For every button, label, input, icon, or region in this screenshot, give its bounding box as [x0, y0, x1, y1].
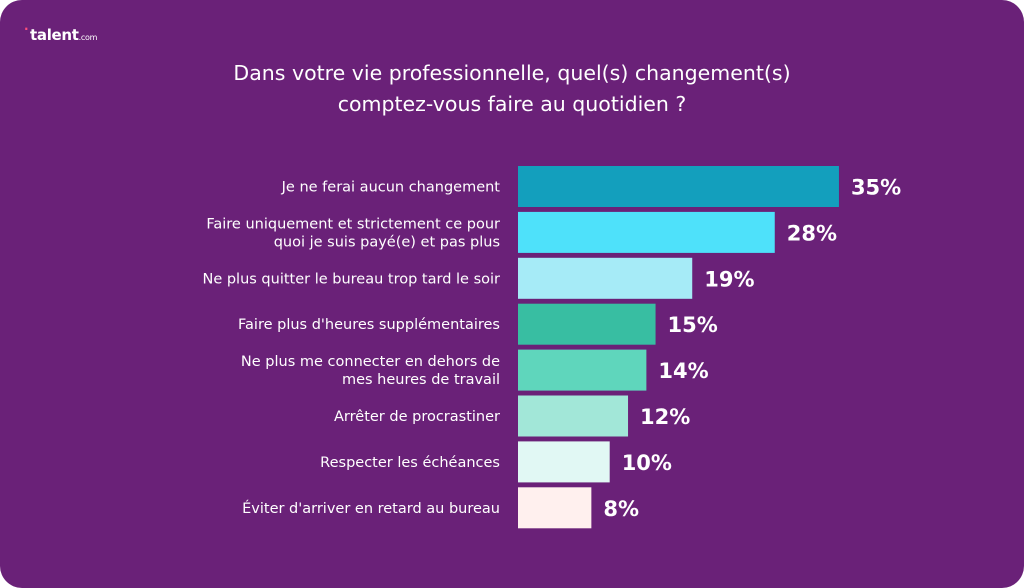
category-label-5-line-2: mes heures de travail [342, 372, 500, 388]
bar-8 [518, 487, 592, 529]
value-label-1: 35% [851, 176, 901, 200]
category-label-5-line-1: Ne plus me connecter en dehors de [241, 354, 500, 370]
category-label-7: Respecter les échéances [320, 455, 500, 471]
logo-suffix: .com [78, 33, 98, 42]
category-label-8: Éviter d'arriver en retard au bureau [242, 500, 500, 517]
chart-title-line-2: comptez-vous faire au quotidien ? [337, 92, 687, 116]
bar-5 [518, 349, 647, 391]
value-label-6: 12% [640, 405, 690, 429]
category-label-4: Faire plus d'heures supplémentaires [238, 317, 500, 333]
category-label-6: Arrêter de procrastiner [334, 409, 500, 425]
category-label-2-line-1: Faire uniquement et strictement ce pour [206, 216, 500, 232]
category-label-2-line-2: quoi je suis payé(e) et pas plus [274, 234, 500, 250]
category-label-1: Je ne ferai aucun changement [281, 180, 501, 196]
logo-dot: · [24, 22, 29, 36]
logo-text: talent [30, 26, 79, 44]
value-label-2: 28% [787, 221, 837, 245]
talent-logo: · talent.com [24, 22, 98, 44]
chart-title-line-1: Dans votre vie professionnelle, quel(s) … [233, 61, 791, 85]
bar-3 [518, 257, 693, 299]
value-label-8: 8% [603, 497, 639, 521]
bar-4 [518, 303, 656, 345]
value-label-7: 10% [622, 451, 672, 475]
category-label-3: Ne plus quitter le bureau trop tard le s… [202, 271, 500, 287]
bar-2 [518, 211, 775, 253]
chart-title: Dans votre vie professionnelle, quel(s) … [112, 58, 912, 120]
bar-1 [518, 166, 839, 207]
value-label-4: 15% [668, 313, 718, 337]
bar-6 [518, 395, 629, 437]
value-label-3: 19% [704, 267, 754, 291]
bar-7 [518, 441, 610, 483]
value-label-5: 14% [658, 359, 708, 383]
